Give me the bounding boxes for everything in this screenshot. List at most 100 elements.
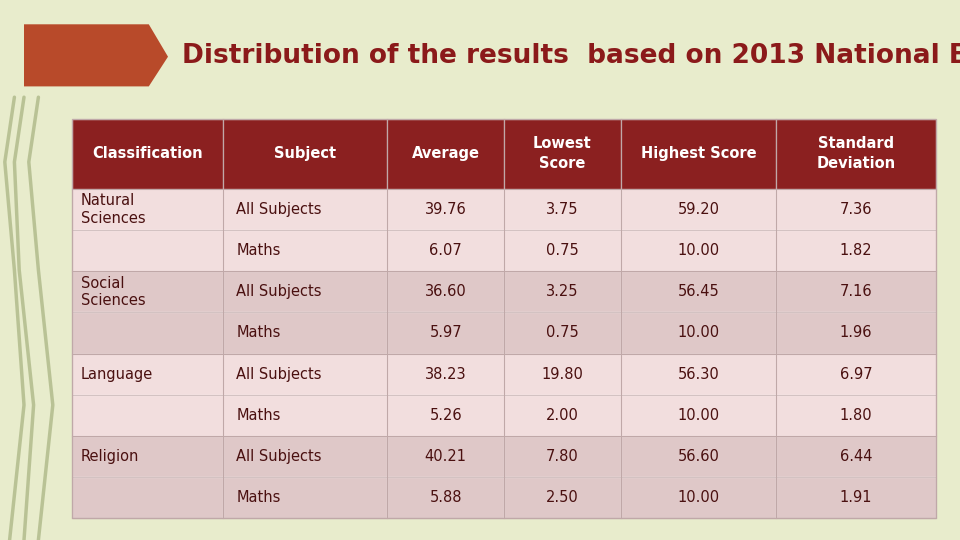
Text: 56.60: 56.60 [678, 449, 719, 464]
Text: Religion: Religion [81, 449, 139, 464]
Bar [777, 477, 936, 518]
Bar [223, 477, 388, 518]
Bar [777, 188, 936, 230]
Bar [504, 395, 621, 436]
Bar [72, 395, 223, 436]
Bar [504, 230, 621, 271]
Bar [72, 354, 223, 395]
Text: 10.00: 10.00 [678, 326, 719, 340]
Bar [504, 477, 621, 518]
Text: 5.97: 5.97 [429, 326, 462, 340]
Bar [621, 436, 777, 477]
Bar [72, 271, 223, 312]
Bar [504, 354, 621, 395]
Text: 19.80: 19.80 [541, 367, 584, 382]
Bar [387, 477, 504, 518]
Text: 59.20: 59.20 [678, 202, 719, 217]
Text: Standard
Deviation: Standard Deviation [817, 137, 896, 171]
Bar [387, 119, 504, 188]
Bar [621, 477, 777, 518]
Bar [777, 119, 936, 188]
Text: 7.36: 7.36 [840, 202, 873, 217]
Bar [223, 188, 388, 230]
Bar [621, 230, 777, 271]
Text: 2.00: 2.00 [546, 408, 579, 423]
Text: 10.00: 10.00 [678, 490, 719, 505]
Text: All Subjects: All Subjects [236, 202, 322, 217]
Text: 5.88: 5.88 [429, 490, 462, 505]
Bar [223, 271, 388, 312]
Text: Maths: Maths [236, 326, 280, 340]
Bar [72, 188, 223, 230]
Bar [223, 230, 388, 271]
Text: 5.26: 5.26 [429, 408, 462, 423]
Text: 56.45: 56.45 [678, 284, 719, 299]
Bar [777, 230, 936, 271]
Bar [777, 395, 936, 436]
Bar [72, 436, 223, 477]
Bar [72, 230, 223, 271]
Text: 1.96: 1.96 [840, 326, 873, 340]
Bar [72, 477, 223, 518]
Bar [504, 271, 621, 312]
Text: 6.07: 6.07 [429, 243, 462, 258]
Text: 6.97: 6.97 [840, 367, 873, 382]
Text: 3.75: 3.75 [546, 202, 579, 217]
Text: 10.00: 10.00 [678, 408, 719, 423]
Bar [72, 119, 223, 188]
Bar [777, 312, 936, 354]
Text: Natural
Sciences: Natural Sciences [81, 193, 145, 226]
Bar [621, 271, 777, 312]
Text: 2.50: 2.50 [546, 490, 579, 505]
Bar [387, 230, 504, 271]
Bar [223, 395, 388, 436]
Text: Social
Sciences: Social Sciences [81, 275, 145, 308]
Bar [621, 188, 777, 230]
Bar [72, 312, 223, 354]
Bar [223, 354, 388, 395]
Text: Highest Score: Highest Score [640, 146, 756, 161]
Text: Maths: Maths [236, 243, 280, 258]
Text: 1.80: 1.80 [840, 408, 873, 423]
Bar [621, 395, 777, 436]
Bar [504, 436, 621, 477]
Text: 40.21: 40.21 [424, 449, 467, 464]
Text: 1.91: 1.91 [840, 490, 873, 505]
Text: Lowest
Score: Lowest Score [533, 137, 591, 171]
Bar [387, 312, 504, 354]
Text: Language: Language [81, 367, 153, 382]
Text: Average: Average [412, 146, 480, 161]
Bar [621, 119, 777, 188]
Bar [387, 271, 504, 312]
Text: 39.76: 39.76 [425, 202, 467, 217]
Text: 38.23: 38.23 [425, 367, 467, 382]
Text: Classification: Classification [92, 146, 203, 161]
Text: All Subjects: All Subjects [236, 284, 322, 299]
Bar [621, 312, 777, 354]
Bar [223, 119, 388, 188]
Bar [777, 354, 936, 395]
Bar [387, 188, 504, 230]
Text: All Subjects: All Subjects [236, 367, 322, 382]
Text: 10.00: 10.00 [678, 243, 719, 258]
Bar [223, 436, 388, 477]
Bar [504, 188, 621, 230]
Text: Subject: Subject [275, 146, 336, 161]
Text: 36.60: 36.60 [425, 284, 467, 299]
Bar [504, 119, 621, 188]
Bar [223, 312, 388, 354]
Bar [504, 312, 621, 354]
Text: 56.30: 56.30 [678, 367, 719, 382]
Text: 0.75: 0.75 [546, 326, 579, 340]
Text: 6.44: 6.44 [840, 449, 873, 464]
Bar [777, 436, 936, 477]
Polygon shape [24, 24, 168, 86]
Bar [387, 354, 504, 395]
Text: 1.82: 1.82 [840, 243, 873, 258]
Bar [777, 271, 936, 312]
Text: 7.16: 7.16 [840, 284, 873, 299]
Bar [621, 354, 777, 395]
Text: Distribution of the results  based on 2013 National Exam: Distribution of the results based on 201… [182, 43, 960, 69]
Bar [72, 119, 936, 518]
Text: 0.75: 0.75 [546, 243, 579, 258]
